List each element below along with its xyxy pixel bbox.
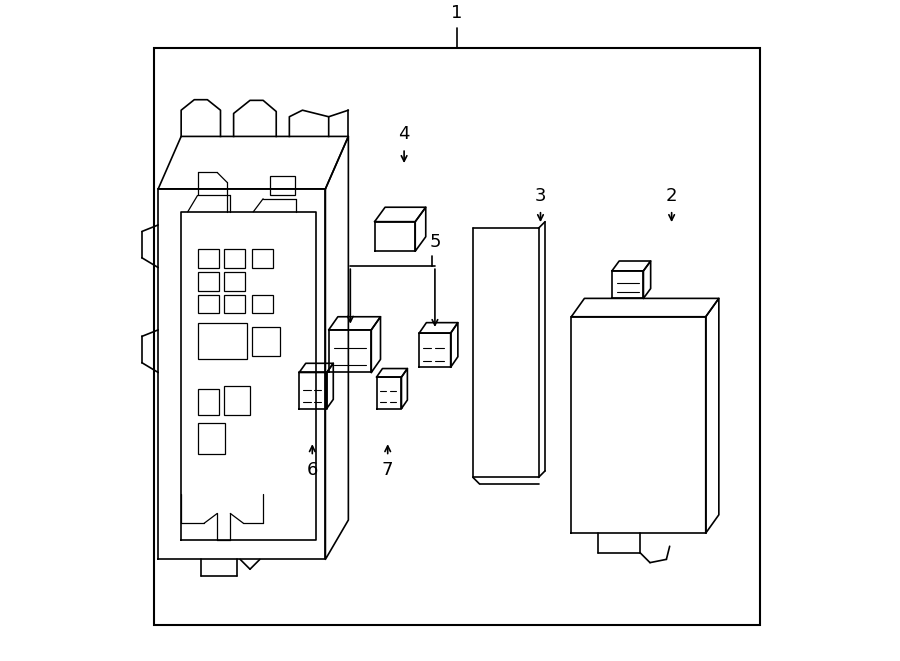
Text: 6: 6 [307, 461, 318, 479]
Bar [197, 389, 219, 415]
Bar [252, 249, 273, 268]
Bar [224, 385, 250, 415]
Bar [252, 295, 273, 313]
Text: 7: 7 [382, 461, 393, 479]
Bar [197, 249, 219, 268]
Bar [224, 272, 245, 291]
Bar [270, 176, 294, 196]
Bar [197, 323, 247, 360]
Text: 4: 4 [399, 125, 410, 143]
Text: 2: 2 [666, 187, 678, 206]
Text: 5: 5 [430, 233, 441, 251]
Text: 3: 3 [535, 187, 546, 206]
Bar [197, 423, 225, 455]
Bar [197, 295, 219, 313]
Bar [252, 327, 280, 356]
Bar [197, 272, 219, 291]
Bar [224, 249, 245, 268]
Bar [154, 48, 760, 625]
Text: 1: 1 [451, 4, 463, 22]
Bar [224, 295, 245, 313]
